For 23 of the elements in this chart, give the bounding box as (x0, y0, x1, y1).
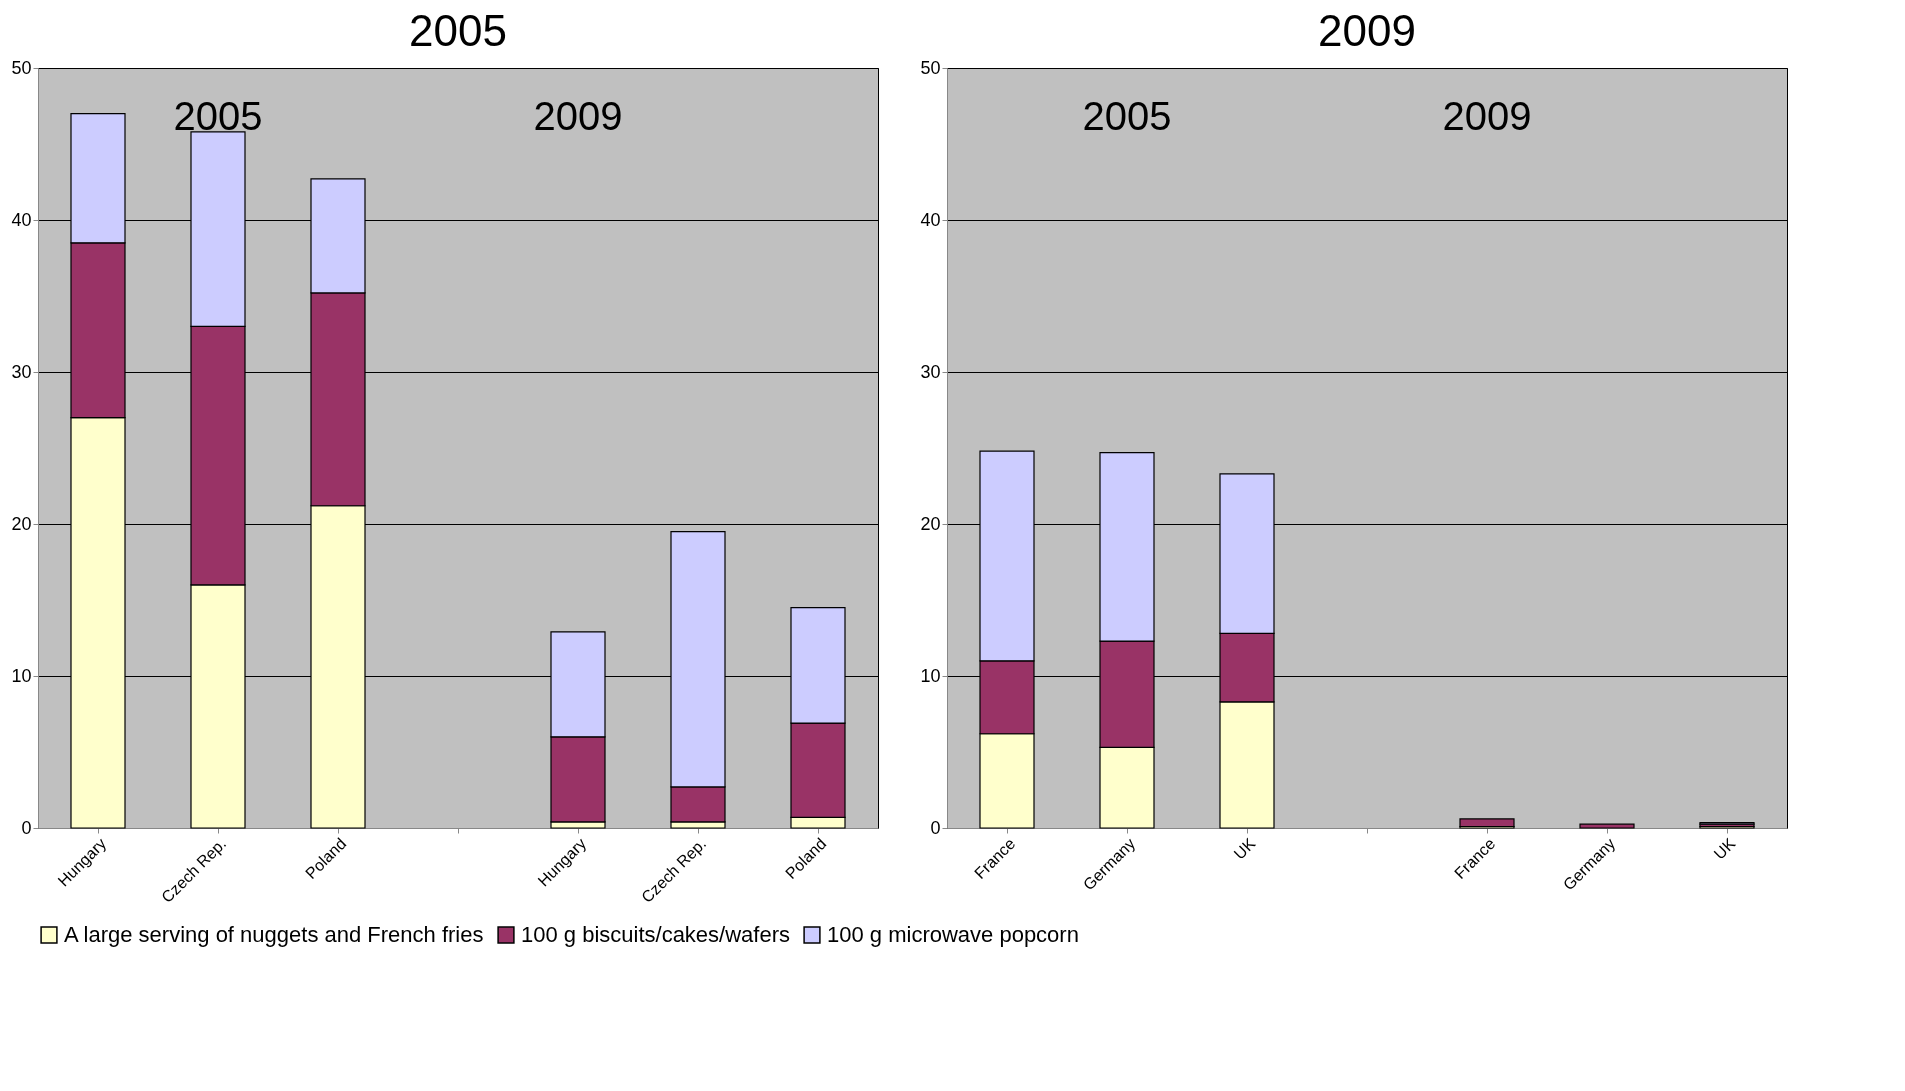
x-tick-label: UK (1710, 834, 1739, 863)
legend-label: 100 g biscuits/cakes/wafers (521, 922, 791, 947)
y-tick-label: 30 (920, 361, 941, 382)
y-tick-label: 0 (930, 817, 941, 838)
legend-label: A large serving of nuggets and French fries (64, 922, 484, 947)
y-tick-label: 10 (920, 665, 941, 686)
y-tick-label: 10 (11, 665, 32, 686)
text: 2005 (409, 6, 507, 55)
y-tick-label: 40 (11, 209, 32, 230)
y-tick-label: 30 (11, 361, 32, 382)
y-tick-label: 50 (920, 57, 941, 78)
text: 2005 (173, 94, 263, 138)
annotation: 2009 (533, 94, 623, 138)
y-tick-label: 0 (21, 817, 32, 838)
y-tick-label: 50 (11, 57, 32, 78)
annotation: 2005 (1082, 94, 1172, 138)
y-tick-label: 40 (920, 209, 941, 230)
text: 2009 (1442, 94, 1532, 138)
y-tick-label: 20 (920, 513, 941, 534)
legend-label: 100 g microwave popcorn (827, 922, 1079, 947)
text: 2009 (1318, 6, 1416, 55)
y-tick-label: 20 (11, 513, 32, 534)
x-tick-label: UK (1230, 834, 1259, 863)
